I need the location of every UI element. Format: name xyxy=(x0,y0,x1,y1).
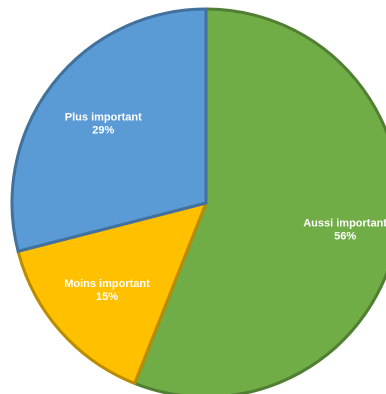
pie-label-value-aussi-important: 56% xyxy=(334,231,356,243)
pie-label-value-plus-important: 29% xyxy=(92,124,114,136)
pie-label-plus-important: Plus important 29% xyxy=(65,111,142,136)
pie-labels: Aussi important 56% Moins important 15% Plus… xyxy=(64,111,386,303)
pie-label-category-moins-important: Moins important xyxy=(64,278,150,290)
pie-label-category-plus-important: Plus important xyxy=(65,111,142,123)
pie-slice-aussi-important xyxy=(133,7,386,394)
pie-slice-plus-important xyxy=(10,7,208,253)
pie-label-aussi-important: Aussi important 56% xyxy=(303,218,386,243)
pie-label-category-aussi-important: Aussi important xyxy=(303,218,386,230)
pie-slice-moins-important xyxy=(16,201,208,385)
pie-slices xyxy=(10,7,386,394)
pie-label-moins-important: Moins important 15% xyxy=(64,278,150,303)
pie-label-value-moins-important: 15% xyxy=(96,291,118,303)
